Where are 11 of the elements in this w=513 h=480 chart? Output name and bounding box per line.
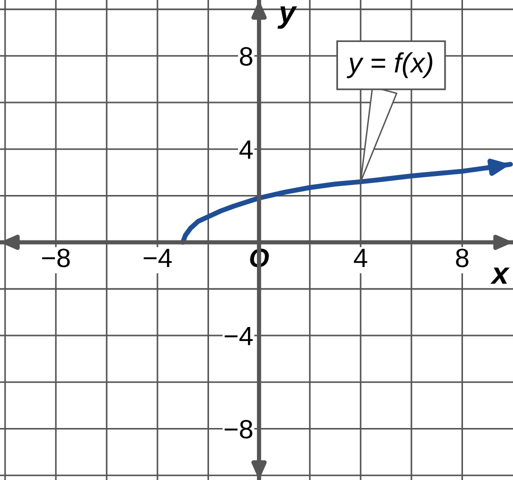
x-tick-label: 4 bbox=[354, 248, 368, 268]
y-tick-label: 4 bbox=[239, 140, 253, 159]
y-tick-label: −8 bbox=[224, 420, 252, 439]
x-tick-label: −4 bbox=[144, 248, 172, 268]
x-tick-label: 8 bbox=[456, 248, 468, 268]
x-tick-label: −8 bbox=[42, 248, 70, 268]
y-axis-title: y bbox=[278, 6, 298, 29]
x-axis-title: x bbox=[490, 268, 510, 284]
y-tick-label: 8 bbox=[240, 47, 252, 66]
y-tick-label: −4 bbox=[224, 326, 253, 346]
annotation: y = f(x) bbox=[346, 52, 432, 78]
